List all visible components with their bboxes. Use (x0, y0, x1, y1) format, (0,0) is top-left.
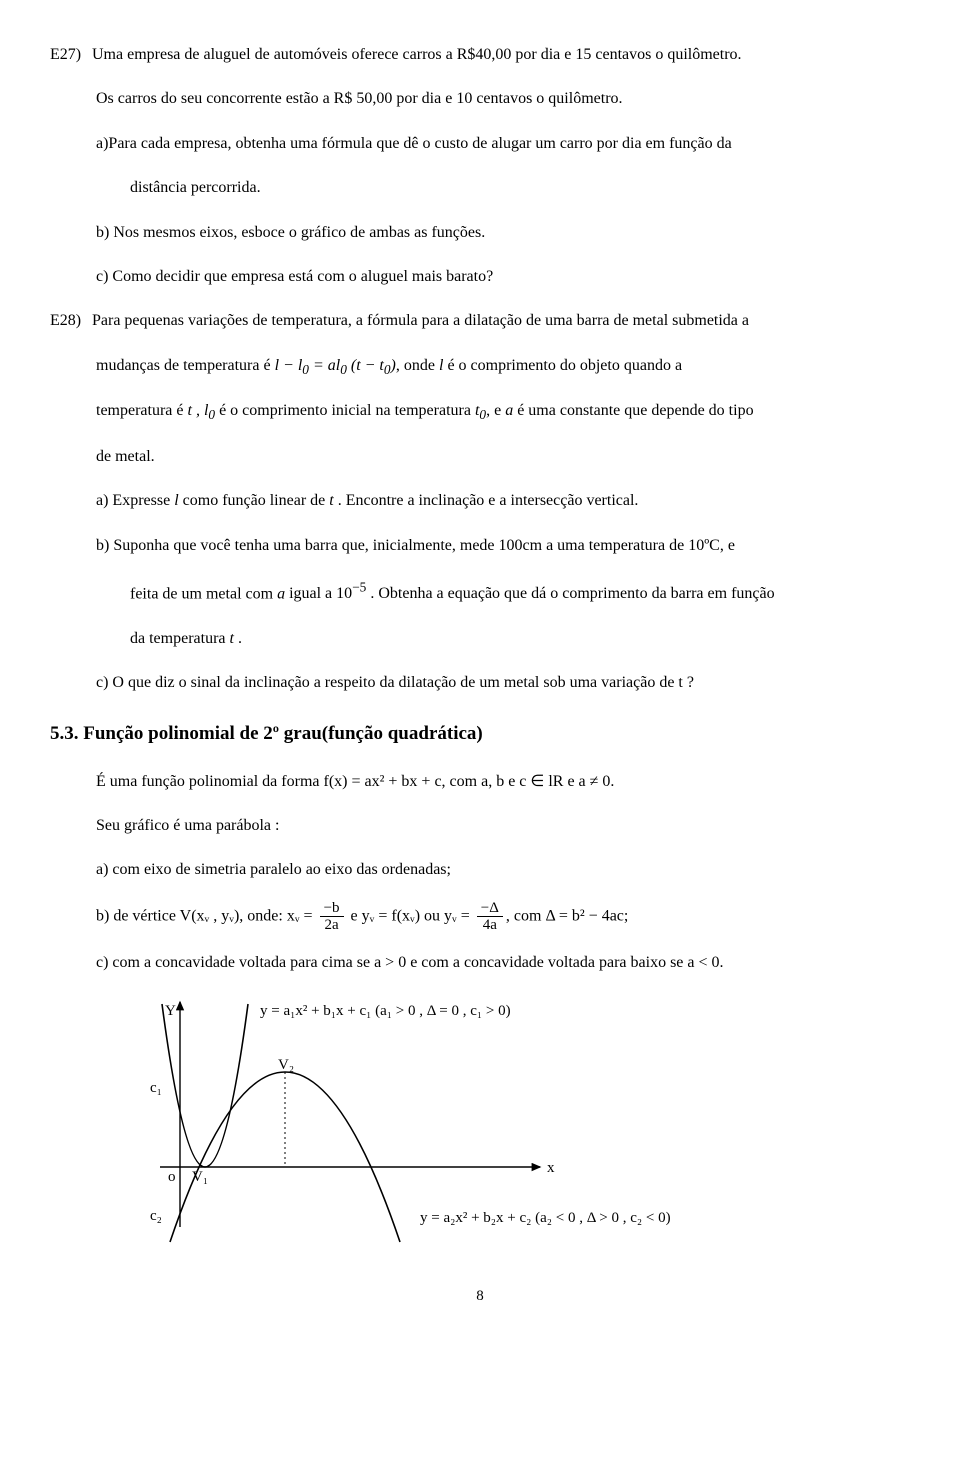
e28-line3b: é o comprimento inicial na temperatura (215, 402, 475, 419)
graph-container: Y x o V₁ V₂ c₁ c₂ y = a₁x² + b₁x + c₁ (a… (120, 992, 910, 1252)
e28-line2a: mudanças de temperatura é (96, 357, 275, 374)
e28-line4: de metal. (50, 442, 910, 472)
e27-a2: distância percorrida. (50, 173, 910, 203)
e28-line3c: , e (486, 402, 505, 419)
e28-b2a: feita de um metal com (130, 585, 277, 602)
e27-line2: Os carros do seu concorrente estão a R$ … (50, 84, 910, 114)
e28-c: c) O que diz o sinal da inclinação a res… (50, 668, 910, 698)
frac1-num: −b (320, 900, 344, 918)
graph-x-label: x (547, 1160, 555, 1176)
e27-c: c) Como decidir que empresa está com o a… (50, 262, 910, 292)
e28-line1: E28)Para pequenas variações de temperatu… (50, 306, 910, 336)
e27-text1: Uma empresa de aluguel de automóveis ofe… (92, 46, 742, 63)
e28-b2b: igual a 10−5 . Obtenha a equação que dá … (285, 585, 775, 602)
graph-V2-label: V₂ (278, 1057, 294, 1073)
e28-t-l0: t , l0 (188, 402, 216, 419)
e28-line3a: temperatura é (96, 402, 188, 419)
section-b-pre: b) de vértice V(xᵥ , yᵥ), onde: xᵥ = (96, 907, 317, 924)
e28-b2: feita de um metal com a igual a 10−5 . O… (50, 575, 910, 610)
e28-line3d: é uma constante que depende do tipo (513, 402, 753, 419)
graph-Y-label: Y (165, 1003, 176, 1019)
graph-eq2: y = a₂x² + b₂x + c₂ (a₂ < 0 , Δ > 0 , c₂… (420, 1210, 671, 1226)
e28-a: a (505, 402, 513, 419)
frac1-den: 2a (320, 917, 344, 934)
e27-a1: a)Para cada empresa, obtenha uma fórmula… (50, 129, 910, 159)
section-b-end: , com Δ = b² − 4ac; (506, 907, 628, 924)
frac2-num: −Δ (477, 900, 503, 918)
page-number: 8 (50, 1282, 910, 1311)
graph-V1-label: V₁ (192, 1169, 208, 1185)
e28-formula1: l − l0 = al0 (t − t0) (275, 357, 396, 374)
e28-b1: b) Suponha que você tenha uma barra que,… (50, 531, 910, 561)
section-c: c) com a concavidade voltada para cima s… (50, 948, 910, 978)
graph-c2-label: c₂ (150, 1208, 162, 1224)
section-par: Seu gráfico é uma parábola : (50, 811, 910, 841)
e27-label: E27) (50, 40, 92, 70)
e28-line2b: , onde (396, 357, 439, 374)
graph-o-label: o (168, 1169, 176, 1185)
e28-line2: mudanças de temperatura é l − l0 = al0 (… (50, 351, 910, 383)
section-b: b) de vértice V(xᵥ , yᵥ), onde: xᵥ = −b2… (50, 900, 910, 934)
section-b-mid: e yᵥ = f(xᵥ) ou yᵥ = (347, 907, 474, 924)
e28-a-item: a) Expresse l como função linear de t . … (50, 486, 910, 516)
section-def: É uma função polinomial da forma f(x) = … (50, 767, 910, 797)
e27-b: b) Nos mesmos eixos, esboce o gráfico de… (50, 218, 910, 248)
e28-text1: Para pequenas variações de temperatura, … (92, 312, 749, 329)
e27-line1: E27)Uma empresa de aluguel de automóveis… (50, 40, 910, 70)
parabola-graph: Y x o V₁ V₂ c₁ c₂ y = a₁x² + b₁x + c₁ (a… (120, 992, 820, 1252)
section-heading: 5.3. Função polinomial de 2º grau(função… (50, 716, 910, 752)
e28-t0: t0 (475, 402, 486, 419)
e28-a2: a (277, 585, 285, 602)
frac2: −Δ4a (477, 900, 503, 934)
graph-c1-label: c₁ (150, 1080, 162, 1096)
graph-eq1: y = a₁x² + b₁x + c₁ (a₁ > 0 , Δ = 0 , c₁… (260, 1003, 511, 1019)
e28-label: E28) (50, 306, 92, 336)
e28-line3: temperatura é t , l0 é o comprimento ini… (50, 396, 910, 428)
e28-line2c: é o comprimento do objeto quando a (443, 357, 682, 374)
frac1: −b2a (320, 900, 344, 934)
frac2-den: 4a (477, 917, 503, 934)
section-a: a) com eixo de simetria paralelo ao eixo… (50, 855, 910, 885)
e28-b3: da temperatura t . (50, 624, 910, 654)
